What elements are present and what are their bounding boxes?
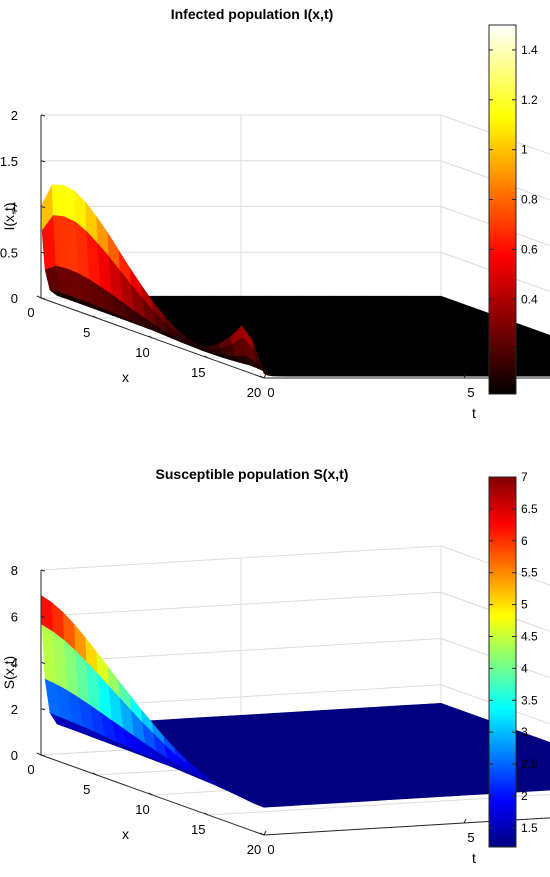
infected-ttick-mark bbox=[263, 373, 267, 379]
infected-xgrid-line bbox=[96, 135, 498, 319]
susceptible-colorbar-tick-label: 7 bbox=[521, 470, 528, 484]
susceptible-colorbar-tick-label: 2 bbox=[521, 789, 528, 803]
infected-surface-plot: Infected population I(x,t) 00.511.520510… bbox=[0, 6, 550, 421]
infected-t-label: t bbox=[472, 405, 476, 421]
infected-colorbar-tick-label: 0.2 bbox=[521, 342, 538, 356]
susceptible-surface-plot: Susceptible population S(x,t) 0 2 4 6 8 0 5 10 1… bbox=[1, 466, 550, 866]
susceptible-xtick-mark bbox=[92, 772, 97, 776]
susceptible-colorbar: 1.5 2 2.5 3 3.5 4 4.5 5 5.5 6 6.5 7 bbox=[488, 470, 538, 848]
susceptible-xtick-mark bbox=[148, 792, 153, 796]
susceptible-ztick-label: 8 bbox=[11, 563, 18, 578]
infected-xtick-mark bbox=[148, 335, 153, 339]
susceptible-ztick-mark bbox=[40, 615, 46, 618]
infected-ztick-label: 1.5 bbox=[0, 154, 18, 169]
susceptible-xtick-mark bbox=[204, 812, 209, 816]
susceptible-ttick-label: 0 bbox=[267, 842, 274, 857]
infected-colorbar-tick-label: 0.4 bbox=[521, 292, 538, 306]
susceptible-xtick-label: 0 bbox=[27, 762, 34, 777]
infected-title: Infected population I(x,t) bbox=[171, 6, 334, 22]
susceptible-colorbar-tick-label: 4.5 bbox=[521, 629, 538, 643]
susceptible-colorbar-tick-label: 4 bbox=[521, 661, 528, 675]
susceptible-z-label: S(x,t) bbox=[1, 656, 17, 689]
susceptible-zgrid-line bbox=[40, 545, 550, 586]
infected-ttick-label: 5 bbox=[467, 385, 474, 400]
susceptible-ztick-mark bbox=[40, 569, 46, 572]
infected-zgrid-line bbox=[41, 114, 550, 155]
susceptible-xgrid-line bbox=[208, 793, 550, 816]
susceptible-ttick-mark bbox=[463, 818, 467, 824]
susceptible-colorbar-tick-label: 6 bbox=[521, 534, 528, 548]
susceptible-colorbar-tick-label: 3.5 bbox=[521, 693, 538, 707]
infected-ztick-mark bbox=[40, 206, 46, 208]
infected-ttick-label: 0 bbox=[267, 385, 274, 400]
infected-xtick-label: 0 bbox=[27, 305, 34, 320]
susceptible-xtick-label: 15 bbox=[191, 822, 205, 837]
susceptible-ztick-mark bbox=[40, 708, 46, 711]
infected-xtick-mark bbox=[92, 315, 97, 319]
infected-xtick-label: 20 bbox=[247, 385, 261, 400]
susceptible-xtick-mark bbox=[36, 752, 42, 756]
infected-ztick-label: 0.5 bbox=[0, 245, 18, 260]
infected-ztick-mark bbox=[40, 114, 46, 117]
infected-colorbar-tick-label: 1 bbox=[521, 143, 528, 157]
susceptible-xtick-label: 10 bbox=[135, 802, 149, 817]
infected-z-label: I(x,t) bbox=[1, 203, 17, 231]
susceptible-t-label: t bbox=[472, 850, 476, 866]
susceptible-surface bbox=[40, 594, 550, 808]
infected-xtick-label: 5 bbox=[83, 325, 90, 340]
susceptible-colorbar-tick-label: 5 bbox=[521, 598, 528, 612]
infected-surface-patch bbox=[62, 184, 76, 222]
infected-colorbar-bar bbox=[488, 24, 517, 395]
infected-ztick-mark bbox=[40, 160, 46, 163]
infected-surface bbox=[40, 183, 550, 377]
susceptible-title: Susceptible population S(x,t) bbox=[156, 466, 349, 482]
susceptible-surface-patch bbox=[252, 802, 266, 808]
susceptible-ztick-label: 0 bbox=[11, 748, 18, 763]
infected-x-label: x bbox=[122, 369, 129, 385]
infected-surface-patch bbox=[51, 184, 65, 217]
susceptible-ttick-mark bbox=[263, 830, 267, 836]
infected-xtick-mark bbox=[204, 355, 209, 359]
infected-ttick-mark bbox=[463, 373, 467, 379]
infected-surface-patch bbox=[252, 341, 266, 375]
infected-xtick-mark bbox=[259, 375, 265, 379]
infected-ztick-label: 0 bbox=[11, 291, 18, 306]
infected-colorbar-tick-label: 0.8 bbox=[521, 193, 538, 207]
infected-zgrid-line bbox=[41, 160, 550, 201]
susceptible-ztick-label: 4 bbox=[11, 656, 18, 671]
susceptible-xtick-label: 20 bbox=[247, 842, 261, 857]
susceptible-ztick-label: 6 bbox=[11, 609, 18, 624]
susceptible-ztick-mark bbox=[40, 754, 46, 757]
susceptible-xtick-mark bbox=[259, 832, 265, 836]
infected-axes: 00.511.52051015200510xtI(x,t) bbox=[0, 108, 550, 421]
infected-ztick-mark bbox=[40, 297, 46, 300]
susceptible-xtick-label: 5 bbox=[83, 782, 90, 797]
infected-ztick-label: 2 bbox=[11, 108, 18, 123]
infected-ztick-label: 1 bbox=[11, 200, 18, 215]
infected-xtick-mark bbox=[36, 295, 42, 299]
susceptible-colorbar-tick-label: 2.5 bbox=[521, 757, 538, 771]
infected-colorbar-tick-label: 1.2 bbox=[521, 93, 538, 107]
susceptible-axes: 02468051015200510xtS(x,t) bbox=[1, 563, 550, 866]
susceptible-colorbar-tick-label: 5.5 bbox=[521, 566, 538, 580]
susceptible-colorbar-tick-label: 6.5 bbox=[521, 502, 538, 516]
susceptible-zgrid-line bbox=[40, 591, 550, 632]
infected-colorbar: 0.2 0.4 0.6 0.8 1 1.2 1.4 bbox=[488, 24, 538, 395]
infected-xtick-label: 10 bbox=[135, 345, 149, 360]
susceptible-ztick-mark bbox=[40, 662, 46, 664]
infected-colorbar-tick-label: 1.4 bbox=[521, 43, 538, 57]
susceptible-ztick-label: 2 bbox=[11, 702, 18, 717]
infected-xtick-label: 15 bbox=[191, 365, 205, 380]
infected-colorbar-tick-label: 0.6 bbox=[521, 242, 538, 256]
susceptible-colorbar-bar bbox=[488, 476, 517, 848]
infected-ztick-mark bbox=[40, 251, 46, 254]
susceptible-x-label: x bbox=[122, 826, 129, 842]
susceptible-ttick-label: 5 bbox=[467, 830, 474, 845]
susceptible-colorbar-tick-label: 1.5 bbox=[521, 821, 538, 835]
susceptible-colorbar-tick-label: 3 bbox=[521, 725, 528, 739]
